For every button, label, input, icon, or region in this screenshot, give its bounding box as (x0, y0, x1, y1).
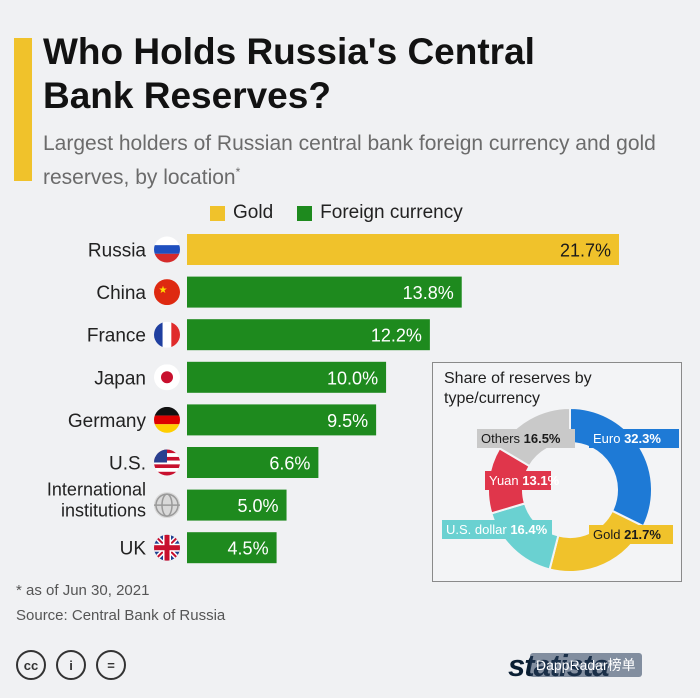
svg-text:★: ★ (159, 285, 168, 296)
globe-icon (154, 492, 180, 519)
page-subtitle: Largest holders of Russian central bank … (43, 130, 683, 192)
category-label: China (96, 283, 146, 304)
us-flag-icon (154, 449, 180, 476)
license-icons: cc i = (16, 650, 126, 680)
donut-label: Gold 21.7% (593, 527, 661, 542)
footnote: * as of Jun 30, 2021 (16, 582, 150, 599)
bar-value-label: 12.2% (371, 326, 422, 346)
bar-value-label: 9.5% (327, 411, 368, 431)
legend-item-fx: Foreign currency (297, 202, 463, 224)
equals-icon[interactable]: = (96, 650, 126, 680)
bar-germany (187, 404, 377, 436)
bar-japan (187, 361, 387, 393)
bar-value-label: 21.7% (560, 241, 611, 261)
bar-russia (187, 234, 619, 265)
donut-label: Others 16.5% (481, 431, 561, 446)
bar-value-label: 13.8% (403, 283, 454, 303)
category-label: Germany (68, 411, 147, 432)
germany-flag-icon (154, 406, 180, 433)
japan-flag-icon (154, 364, 180, 391)
category-label: U.S. (109, 454, 146, 475)
donut-label: Euro 32.3% (593, 431, 661, 446)
category-label: France (87, 326, 146, 347)
bar-value-label: 6.6% (269, 454, 310, 474)
russia-flag-icon (154, 236, 180, 263)
donut-label: Yuan 13.1% (489, 473, 560, 488)
donut-slice-euro (569, 406, 653, 528)
subtitle-footnote-mark: * (235, 165, 241, 179)
donut-label: U.S. dollar 16.4% (446, 522, 548, 537)
uk-flag-icon (154, 534, 180, 561)
donut-label-bg (485, 471, 551, 490)
category-label: Japan (94, 368, 146, 389)
bar-china (187, 276, 462, 308)
subtitle-text: Largest holders of Russian central bank … (43, 132, 656, 189)
bar-value-label: 10.0% (327, 368, 378, 388)
legend-label-fx: Foreign currency (320, 202, 463, 223)
donut-label-bg (589, 429, 679, 448)
bar-u-s- (187, 447, 319, 478)
legend-label-gold: Gold (233, 202, 274, 223)
bar-international-institutions (187, 489, 287, 521)
person-icon[interactable]: i (56, 650, 86, 680)
donut-label-bg (477, 429, 575, 448)
legend-item-gold: Gold (210, 202, 273, 224)
france-flag-icon (154, 321, 180, 348)
accent-bar (14, 38, 32, 181)
inset-title: Share of reserves by type/currency (444, 370, 592, 407)
category-label: UK (120, 539, 147, 560)
legend: Gold Foreign currency (210, 202, 463, 224)
category-label: Russia (88, 241, 147, 262)
bar-value-label: 5.0% (238, 496, 279, 516)
china-flag-icon: ★ (154, 279, 180, 306)
watermark: DappRadar榜单 (530, 653, 642, 677)
reserves-share-panel: Share of reserves by type/currency Euro … (432, 362, 682, 582)
donut-label-bg (442, 520, 552, 539)
legend-swatch-fx (297, 205, 313, 221)
page-title: Who Holds Russia's Central Bank Reserves… (43, 31, 535, 116)
category-label: International institutions (47, 480, 146, 521)
donut-chart: Euro 32.3% Gold 21.7% U.S. dollar 16.4% Yua… (442, 406, 679, 573)
legend-swatch-gold (210, 205, 225, 221)
cc-icon[interactable]: cc (16, 650, 46, 680)
bar-uk (187, 532, 277, 564)
source-note: Source: Central Bank of Russia (16, 607, 226, 624)
bar-france (187, 319, 430, 351)
donut-label-bg (589, 525, 673, 544)
bar-value-label: 4.5% (228, 539, 269, 559)
